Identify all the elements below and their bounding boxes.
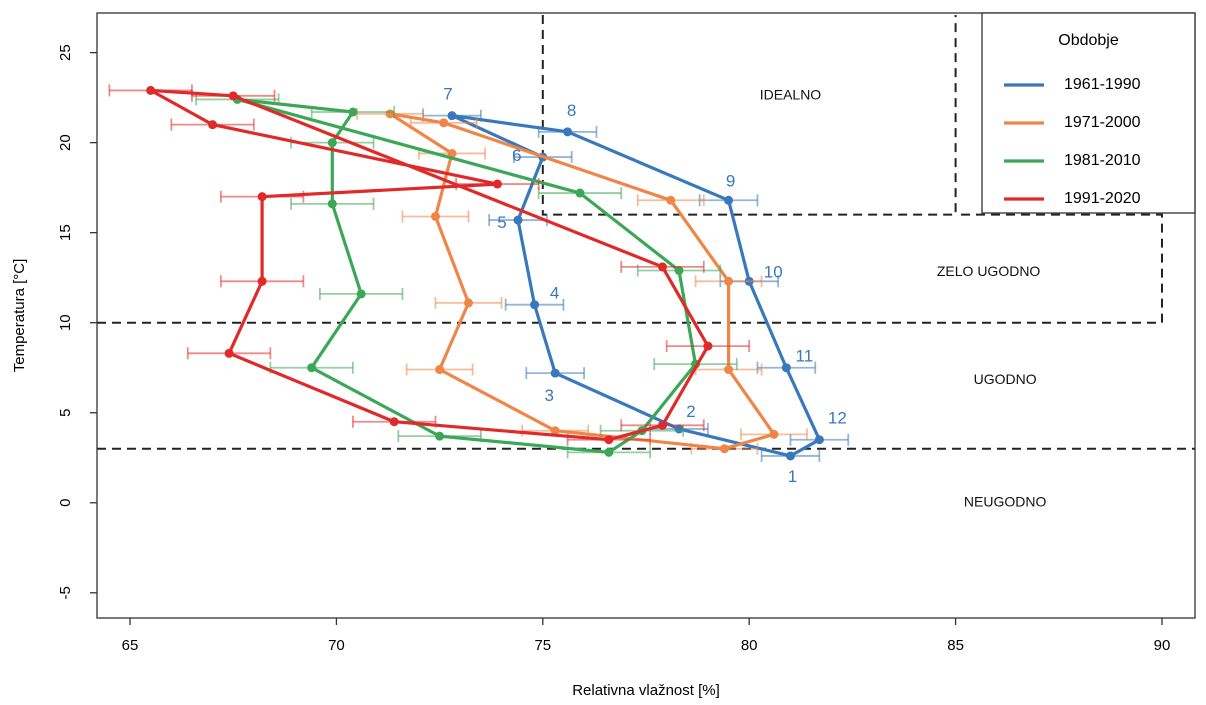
data-point [430, 211, 440, 221]
data-point [435, 365, 445, 375]
month-label: 6 [512, 146, 521, 165]
data-point [563, 127, 573, 137]
data-point [327, 199, 337, 209]
data-point [208, 120, 218, 130]
data-point [604, 447, 614, 457]
data-point [769, 429, 779, 439]
data-point [257, 192, 267, 202]
month-label: 9 [726, 171, 735, 190]
data-point [703, 341, 713, 351]
data-point [575, 188, 585, 198]
month-label: 1 [788, 467, 797, 486]
data-point [492, 179, 502, 189]
data-point [224, 348, 234, 358]
x-tick-label: 70 [328, 637, 345, 654]
data-point [785, 451, 795, 461]
data-point [307, 363, 317, 373]
series-1981-2010 [195, 93, 738, 459]
data-point [513, 215, 523, 225]
zone-label: UGODNO [974, 371, 1037, 387]
data-point [146, 85, 156, 95]
zone-labels: IDEALNO ZELO UGODNO UGODNO NEUGODNO [760, 87, 1047, 510]
data-point [724, 195, 734, 205]
data-point [385, 109, 395, 119]
month-label: 11 [796, 347, 814, 366]
data-point [257, 276, 267, 286]
y-tick-label: 10 [57, 314, 74, 331]
legend-entry: 1971-2000 [1064, 114, 1141, 131]
data-point [464, 298, 474, 308]
data-point [724, 365, 734, 375]
legend-entry: 1981-2010 [1064, 152, 1141, 169]
x-tick-label: 75 [534, 637, 551, 654]
data-point [530, 300, 540, 310]
month-label: 12 [828, 409, 847, 428]
x-tick-label: 90 [1154, 637, 1171, 654]
series-1991-2020 [108, 84, 751, 446]
month-label: 2 [686, 402, 695, 421]
data-point [550, 426, 560, 436]
data-point [228, 91, 238, 101]
month-label: 5 [497, 213, 506, 232]
zelo-ugodno-boundary [97, 213, 1163, 324]
data-point [724, 276, 734, 286]
legend-entry: 1961-1990 [1064, 76, 1141, 93]
y-tick-label: 5 [57, 409, 74, 417]
y-tick-label: 25 [57, 44, 74, 61]
x-axis-label: Relativna vlažnost [%] [572, 682, 720, 699]
data-point [389, 417, 399, 427]
data-point [447, 111, 457, 121]
month-label: 4 [550, 284, 559, 303]
data-point [604, 435, 614, 445]
series-line [149, 88, 710, 442]
y-tick-label: 0 [57, 499, 74, 507]
x-tick-label: 65 [122, 637, 139, 654]
y-tick-label: 15 [57, 224, 74, 241]
comfort-zone-boundaries [97, 15, 1195, 450]
x-tick-label: 85 [947, 637, 964, 654]
zone-label: ZELO UGODNO [937, 263, 1041, 279]
month-label: 3 [544, 386, 553, 405]
data-point [719, 444, 729, 454]
data-point [666, 195, 676, 205]
data-point [658, 262, 668, 272]
data-point [327, 138, 337, 148]
data-point [550, 368, 560, 378]
y-axis-label: Temperatura [°C] [11, 259, 28, 373]
plot-frame [96, 12, 1196, 619]
legend-box [981, 12, 1196, 214]
series-line [235, 97, 698, 454]
data-point [658, 420, 668, 430]
month-label: 7 [443, 85, 452, 104]
month-label: 10 [764, 262, 783, 281]
series-1971-2000 [356, 107, 808, 455]
idealno-boundary [541, 15, 957, 216]
data-point [447, 148, 457, 158]
zone-label: IDEALNO [760, 87, 822, 103]
legend: Obdobje 1961-1990 1971-2000 1981-2010 1991-2… [981, 12, 1196, 214]
month-label: 8 [567, 101, 576, 120]
y-tick-label: -5 [57, 586, 74, 599]
y-tick-label: 20 [57, 134, 74, 151]
data-point [781, 363, 791, 373]
legend-title: Obdobje [1058, 32, 1119, 49]
zone-label: NEUGODNO [964, 493, 1047, 509]
data-point [674, 265, 684, 275]
data-point [439, 118, 449, 128]
x-tick-label: 80 [741, 637, 758, 654]
data-point [356, 289, 366, 299]
legend-entry: 1991-2020 [1064, 190, 1141, 207]
data-point [435, 431, 445, 441]
data-point [348, 107, 358, 117]
data-point [814, 435, 824, 445]
